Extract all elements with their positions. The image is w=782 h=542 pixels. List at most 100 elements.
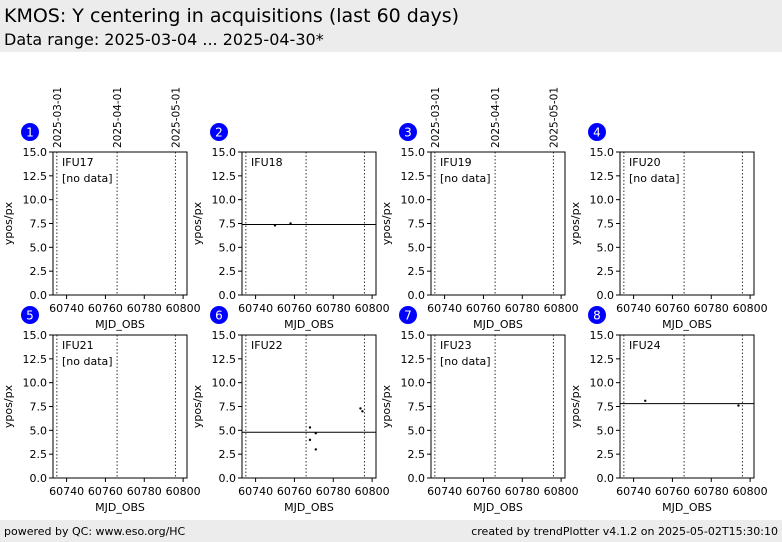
x-axis-label: MJD_OBS bbox=[662, 501, 712, 514]
x-tick-label: 60800 bbox=[733, 302, 768, 315]
panel-number-badge bbox=[399, 123, 417, 141]
x-tick-label: 60760 bbox=[277, 485, 312, 498]
date-marker-label: 2025-04-01 bbox=[490, 87, 502, 148]
y-axis-label: ypos/px bbox=[380, 201, 393, 245]
panel-number-badge bbox=[21, 306, 39, 324]
x-tick-label: 60760 bbox=[277, 302, 312, 315]
y-tick-label: 7.5 bbox=[219, 401, 237, 414]
x-tick-label: 60800 bbox=[355, 485, 390, 498]
x-tick-label: 60740 bbox=[616, 302, 651, 315]
x-tick-label: 60740 bbox=[616, 485, 651, 498]
y-tick-label: 0.0 bbox=[408, 472, 426, 485]
y-tick-label: 15.0 bbox=[590, 329, 615, 342]
x-tick-label: 60740 bbox=[238, 302, 273, 315]
x-tick-label: 60760 bbox=[88, 485, 123, 498]
x-tick-label: 60740 bbox=[238, 485, 273, 498]
no-data-label: [no data] bbox=[62, 172, 113, 185]
x-tick-label: 60800 bbox=[544, 485, 579, 498]
y-tick-label: 2.5 bbox=[597, 265, 615, 278]
no-data-label: [no data] bbox=[440, 355, 491, 368]
data-point bbox=[361, 410, 364, 413]
y-tick-label: 5.0 bbox=[30, 241, 48, 254]
y-tick-label: 5.0 bbox=[597, 424, 615, 437]
x-axis-label: MJD_OBS bbox=[284, 501, 334, 514]
x-tick-label: 60780 bbox=[316, 485, 351, 498]
y-tick-label: 7.5 bbox=[30, 218, 48, 231]
y-tick-label: 15.0 bbox=[23, 146, 48, 159]
y-tick-label: 5.0 bbox=[408, 424, 426, 437]
x-axis-label: MJD_OBS bbox=[473, 318, 523, 331]
x-axis-label: MJD_OBS bbox=[473, 501, 523, 514]
y-tick-label: 2.5 bbox=[30, 448, 48, 461]
y-tick-label: 15.0 bbox=[590, 146, 615, 159]
y-tick-label: 7.5 bbox=[597, 218, 615, 231]
y-tick-label: 15.0 bbox=[23, 329, 48, 342]
y-tick-label: 10.0 bbox=[590, 377, 615, 390]
y-axis-label: ypos/px bbox=[191, 201, 204, 245]
x-tick-label: 60740 bbox=[49, 485, 84, 498]
x-tick-label: 60800 bbox=[166, 485, 201, 498]
panel-number-badge bbox=[210, 123, 228, 141]
no-data-label: [no data] bbox=[62, 355, 113, 368]
panel-number-badge bbox=[21, 123, 39, 141]
panel-number-badge bbox=[588, 306, 606, 324]
y-tick-label: 12.5 bbox=[401, 353, 426, 366]
y-tick-label: 7.5 bbox=[408, 218, 426, 231]
x-tick-label: 60780 bbox=[505, 302, 540, 315]
y-tick-label: 5.0 bbox=[408, 241, 426, 254]
y-tick-label: 10.0 bbox=[23, 194, 48, 207]
y-tick-label: 10.0 bbox=[401, 194, 426, 207]
page-title: KMOS: Y centering in acquisitions (last … bbox=[4, 5, 460, 27]
y-tick-label: 12.5 bbox=[23, 353, 48, 366]
y-axis-label: ypos/px bbox=[569, 201, 582, 245]
y-tick-label: 10.0 bbox=[23, 377, 48, 390]
ifu-label: IFU22 bbox=[251, 339, 283, 352]
y-tick-label: 5.0 bbox=[597, 241, 615, 254]
ifu-label: IFU18 bbox=[251, 156, 283, 169]
y-tick-label: 7.5 bbox=[30, 401, 48, 414]
y-tick-label: 15.0 bbox=[401, 146, 426, 159]
panel-number: 5 bbox=[26, 309, 34, 323]
plots-canvas: 2025-03-01 2025-04-01 2025-05-01 0.0 2.5 5.0 7… bbox=[2, 87, 768, 514]
y-tick-label: 10.0 bbox=[212, 194, 237, 207]
panel-number: 1 bbox=[26, 126, 34, 140]
y-tick-label: 5.0 bbox=[30, 424, 48, 437]
data-point bbox=[273, 224, 277, 227]
date-marker-label: 2025-04-01 bbox=[112, 87, 124, 148]
x-tick-label: 60780 bbox=[694, 485, 729, 498]
data-range-subtitle: Data range: 2025-03-04 ... 2025-04-30* bbox=[4, 30, 324, 49]
x-tick-label: 60780 bbox=[127, 302, 162, 315]
y-axis-label: ypos/px bbox=[380, 384, 393, 428]
panel-number: 6 bbox=[215, 309, 223, 323]
x-tick-label: 60780 bbox=[505, 485, 540, 498]
x-tick-label: 60800 bbox=[733, 485, 768, 498]
y-axis-label: ypos/px bbox=[569, 384, 582, 428]
y-tick-label: 2.5 bbox=[30, 265, 48, 278]
data-point bbox=[314, 431, 317, 435]
y-tick-label: 12.5 bbox=[23, 170, 48, 183]
x-tick-label: 60740 bbox=[427, 302, 462, 315]
y-tick-label: 12.5 bbox=[212, 170, 237, 183]
y-tick-label: 0.0 bbox=[219, 289, 237, 302]
date-marker-label: 2025-05-01 bbox=[170, 87, 182, 148]
panel-number: 8 bbox=[593, 309, 601, 323]
date-marker-label: 2025-03-01 bbox=[52, 87, 64, 148]
data-point bbox=[737, 404, 740, 407]
y-tick-label: 2.5 bbox=[597, 448, 615, 461]
y-tick-label: 12.5 bbox=[590, 170, 615, 183]
x-tick-label: 60780 bbox=[127, 485, 162, 498]
data-point bbox=[359, 407, 362, 410]
x-tick-label: 60740 bbox=[427, 485, 462, 498]
y-tick-label: 0.0 bbox=[30, 289, 48, 302]
footer-band: powered by QC: www.eso.org/HC created by… bbox=[0, 520, 782, 542]
plot-frame bbox=[241, 334, 377, 479]
x-axis-label: MJD_OBS bbox=[95, 318, 145, 331]
data-point bbox=[644, 399, 647, 402]
y-tick-label: 2.5 bbox=[219, 265, 237, 278]
y-tick-label: 15.0 bbox=[212, 146, 237, 159]
date-marker-label: 2025-05-01 bbox=[548, 87, 560, 148]
x-tick-label: 60760 bbox=[466, 302, 501, 315]
x-axis-label: MJD_OBS bbox=[284, 318, 334, 331]
y-tick-label: 2.5 bbox=[408, 265, 426, 278]
y-axis-label: ypos/px bbox=[2, 201, 15, 245]
